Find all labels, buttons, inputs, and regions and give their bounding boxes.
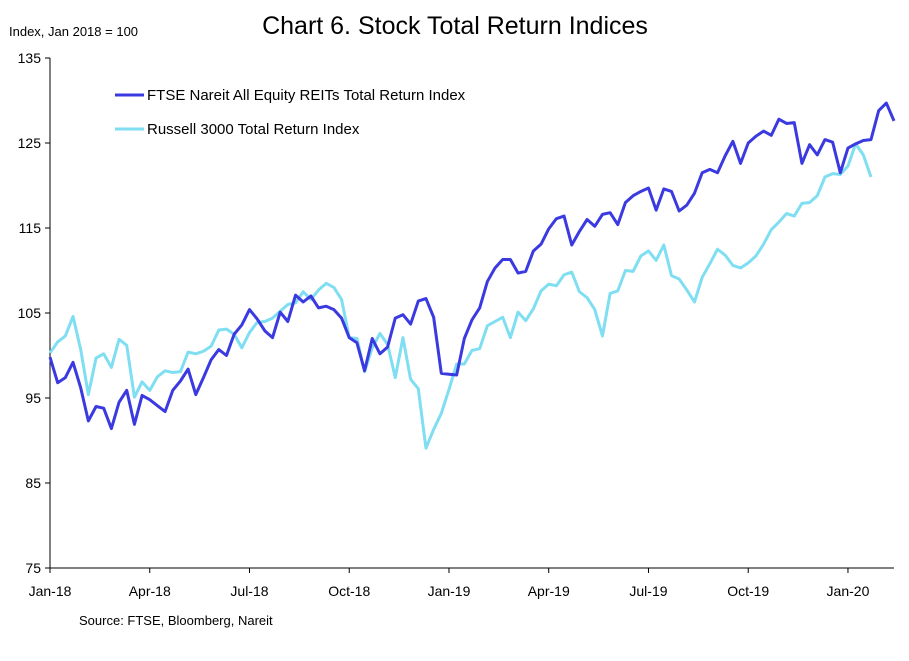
legend-label-russell: Russell 3000 Total Return Index	[147, 121, 360, 138]
x-tick-label: Oct-18	[328, 583, 370, 599]
y-tick-label: 95	[25, 390, 41, 406]
x-tick-label: Oct-19	[727, 583, 769, 599]
legend-label-reits: FTSE Nareit All Equity REITs Total Retur…	[147, 87, 466, 104]
x-tick-label: Jul-18	[230, 583, 268, 599]
x-tick-label: Jan-18	[29, 583, 72, 599]
source-note: Source: FTSE, Bloomberg, Nareit	[79, 613, 273, 628]
x-tick-label: Apr-18	[129, 583, 171, 599]
y-tick-label: 125	[18, 135, 42, 151]
x-axis-ticks: Jan-18 Apr-18 Jul-18 Oct-18 Jan-19 Apr-19 Jul-…	[29, 568, 870, 599]
legend: FTSE Nareit All Equity REITs Total Retur…	[115, 87, 466, 138]
y-axis-ticks: 75 85 95 105 115 125 135	[18, 50, 50, 576]
x-tick-label: Jul-19	[629, 583, 667, 599]
y-tick-label: 135	[18, 50, 42, 66]
y-tick-label: 105	[18, 305, 42, 321]
y-tick-label: 115	[19, 220, 42, 236]
series-line-reits	[48, 101, 896, 431]
y-tick-label: 85	[25, 475, 41, 491]
y-axis-label: Index, Jan 2018 = 100	[9, 24, 138, 39]
y-tick-label: 75	[25, 560, 41, 576]
series-line-russell3000	[48, 142, 873, 450]
x-tick-label: Apr-19	[528, 583, 570, 599]
series-lines	[48, 101, 896, 450]
chart-title: Chart 6. Stock Total Return Indices	[262, 12, 648, 40]
x-tick-label: Jan-20	[827, 583, 870, 599]
x-tick-label: Jan-19	[428, 583, 471, 599]
